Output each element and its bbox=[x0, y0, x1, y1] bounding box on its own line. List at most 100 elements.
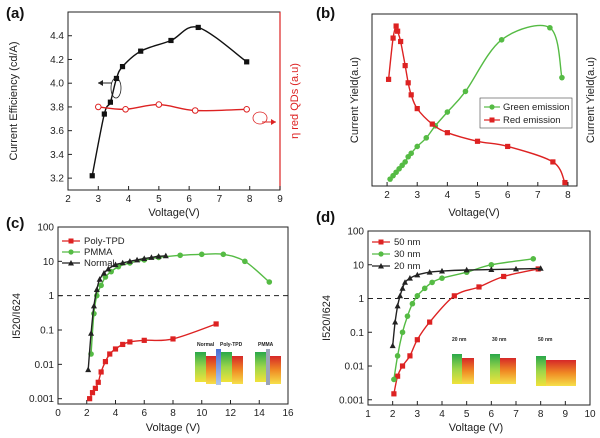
inset-band-red bbox=[500, 358, 516, 384]
y-tick-label: 4.4 bbox=[50, 31, 64, 42]
x-tick-label: 10 bbox=[584, 409, 596, 420]
inset-band-red bbox=[206, 356, 217, 384]
x-tick-label: 4 bbox=[439, 409, 445, 420]
panel-a-black-ellipse bbox=[110, 77, 122, 99]
panel-b-legend-green-label: Green emission bbox=[503, 102, 570, 113]
data-point-green-emission bbox=[462, 88, 469, 95]
data-point-series-1 bbox=[89, 173, 95, 179]
data-point-series-2 bbox=[94, 103, 102, 111]
data-point-normal bbox=[126, 258, 133, 264]
data-point-series-1 bbox=[107, 99, 113, 105]
x-tick-label: 8 bbox=[565, 190, 571, 201]
inset-band-green bbox=[255, 352, 266, 382]
x-tick-label: 14 bbox=[254, 408, 266, 419]
data-point-30-nm bbox=[394, 353, 401, 359]
x-tick-label: 4 bbox=[126, 194, 132, 205]
panel-c-legend: Poly-TPD PMMA Normal bbox=[62, 236, 125, 269]
panel-c-legend-label-3: Normal bbox=[84, 258, 115, 269]
data-point-20-nm bbox=[389, 342, 396, 349]
panel-b-frame bbox=[371, 13, 578, 187]
data-point-green-emission bbox=[402, 159, 408, 165]
data-point-poly-tpd bbox=[98, 369, 104, 375]
data-point-poly-tpd bbox=[170, 336, 176, 342]
x-tick-label: 4 bbox=[445, 190, 451, 201]
inset-band-red bbox=[232, 356, 243, 384]
x-tick-label: 1 bbox=[365, 409, 371, 420]
panel-a-axis-arrows bbox=[98, 77, 276, 125]
data-point-20-nm bbox=[399, 285, 406, 291]
data-point-20-nm bbox=[406, 274, 413, 281]
data-point-series-1 bbox=[244, 59, 250, 65]
x-tick-label: 6 bbox=[141, 408, 147, 419]
panel-d-band-inset: 20 nm 30 nm 50 nm bbox=[452, 337, 576, 386]
x-tick-label: 2 bbox=[65, 194, 71, 205]
data-point-30-nm bbox=[530, 256, 537, 262]
data-point-30-nm bbox=[439, 275, 445, 281]
data-point-red-emission bbox=[474, 138, 481, 144]
y-tick-label: 10 bbox=[43, 257, 55, 268]
data-point-pmma bbox=[98, 282, 104, 289]
y-tick-label: 4.0 bbox=[50, 79, 64, 90]
panel-c-inset-pmma bbox=[255, 349, 281, 385]
panel-d-inset-20nm bbox=[452, 354, 474, 384]
data-point-normal bbox=[90, 302, 97, 309]
data-point-50-nm bbox=[501, 273, 507, 280]
x-tick-label: 6 bbox=[186, 194, 192, 205]
data-point-green-emission bbox=[559, 74, 565, 81]
data-point-normal bbox=[155, 253, 162, 259]
panel-a: (a) Current Efficiency (cd/A) η red QDs … bbox=[6, 5, 301, 219]
data-point-green-emission bbox=[498, 37, 505, 43]
data-point-normal bbox=[112, 261, 119, 268]
data-point-poly-tpd bbox=[213, 321, 219, 327]
data-point-50-nm bbox=[476, 284, 482, 290]
data-point-series-2 bbox=[155, 101, 163, 108]
data-point-normal bbox=[101, 270, 107, 276]
panel-b-legend-red-label: Red emission bbox=[503, 115, 561, 126]
data-point-30-nm bbox=[488, 261, 495, 268]
panel-b-legend: Green emission Red emission bbox=[479, 97, 573, 129]
data-point-20-nm bbox=[537, 265, 544, 271]
panel-b-legend-green-marker bbox=[489, 104, 495, 110]
y-tick-label: 3.8 bbox=[50, 102, 64, 113]
panel-c-inset-label-normal: Normal bbox=[197, 342, 215, 348]
panel-d-ylabel: I520/I624 bbox=[321, 295, 333, 341]
data-point-series-2 bbox=[122, 106, 129, 113]
panel-b: (b) Current Yield(a.u) Current Yield(a.u… bbox=[316, 5, 597, 219]
x-tick-label: 9 bbox=[277, 194, 283, 205]
data-point-red-emission bbox=[390, 35, 396, 41]
panel-b-tag: (b) bbox=[316, 5, 335, 22]
x-tick-label: 8 bbox=[247, 194, 253, 205]
data-point-normal bbox=[93, 286, 100, 293]
panel-a-xlabel: Voltage(V) bbox=[148, 207, 199, 219]
panel-c-xlabel: Voltage (V) bbox=[146, 422, 200, 434]
panel-d-inset-30nm bbox=[490, 354, 516, 384]
data-point-50-nm bbox=[407, 353, 413, 359]
y-tick-label: 0.001 bbox=[339, 395, 364, 406]
data-point-green-emission bbox=[444, 109, 451, 115]
panel-a-tag: (a) bbox=[6, 5, 24, 22]
data-point-50-nm bbox=[427, 319, 433, 325]
data-point-30-nm bbox=[421, 285, 428, 292]
data-point-series-1 bbox=[119, 63, 126, 70]
data-point-20-nm bbox=[402, 279, 408, 285]
data-point-green-emission bbox=[414, 143, 421, 150]
data-point-red-emission bbox=[429, 121, 435, 127]
panel-c-band-inset: Normal Poly-TPD PMMA bbox=[195, 342, 281, 385]
inset-band-red bbox=[270, 356, 281, 384]
x-tick-label: 5 bbox=[475, 190, 481, 201]
data-point-20-nm bbox=[397, 292, 404, 299]
data-point-normal bbox=[148, 254, 155, 260]
y-tick-label: 0.1 bbox=[40, 326, 54, 337]
data-point-poly-tpd bbox=[89, 390, 96, 396]
data-point-50-nm bbox=[451, 293, 457, 299]
panel-b-xlabel: Voltage(V) bbox=[448, 207, 499, 219]
data-point-30-nm bbox=[409, 300, 416, 307]
y-tick-label: 1 bbox=[358, 294, 364, 305]
panel-b-ticks: 2 3 4 5 6 7 8 bbox=[384, 182, 571, 201]
panel-d-inset-label-20: 20 nm bbox=[452, 337, 467, 343]
data-point-series-1 bbox=[113, 75, 120, 82]
panel-d-tag: (d) bbox=[316, 209, 335, 226]
data-point-pmma bbox=[242, 258, 248, 265]
series-line-50-nm bbox=[393, 268, 539, 394]
x-tick-label: 4 bbox=[113, 408, 119, 419]
